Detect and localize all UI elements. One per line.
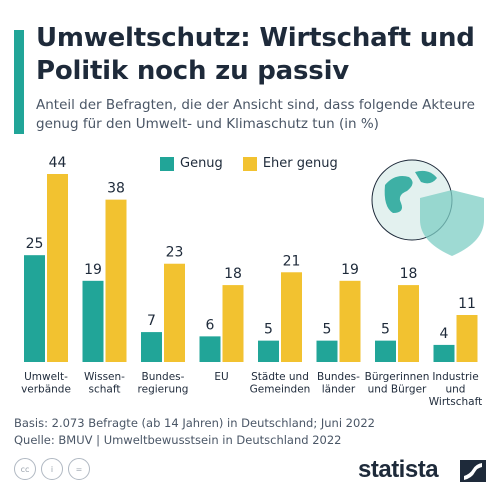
- title-accent-bar: [14, 30, 24, 134]
- bars-group: 25 44 19 38 7 23 6 18 5 21 5 19 5 18 4 11: [24, 155, 478, 362]
- attribution-icon: i: [41, 458, 63, 480]
- bar-value-label: 5: [323, 322, 332, 338]
- category-label-line: Wissen-: [84, 371, 125, 383]
- bar-genug: [433, 344, 455, 362]
- bar-genug: [141, 332, 162, 362]
- bar-value-label: 19: [84, 262, 102, 278]
- footer-basis: Basis: 2.073 Befragte (ab 14 Jahren) in …: [14, 416, 375, 430]
- category-label: Bundes-regierung: [138, 371, 189, 396]
- bar-genug: [258, 340, 279, 362]
- category-label: Bürgerinnen und Bürger: [365, 371, 430, 396]
- bar-eher-genug: [105, 199, 127, 362]
- bar-eher-genug: [456, 315, 478, 362]
- category-label-line: Industrie: [432, 371, 478, 383]
- category-label-line: Bürgerinnen: [365, 371, 430, 383]
- bar-eher-genug: [339, 280, 361, 362]
- bar-value-label: 38: [107, 181, 125, 197]
- category-label-line: Wirtschaft: [429, 396, 482, 408]
- license-icons: cc i =: [14, 458, 95, 480]
- category-label: Industrie und Wirtschaft: [429, 371, 482, 408]
- bar-value-label: 19: [341, 262, 359, 278]
- bar-chart: 25 44 19 38 7 23 6 18 5 21 5 19 5 18 4 11 Umwelt-verbän…: [21, 155, 484, 408]
- chart-title: Umweltschutz: Wirtschaft und Politik noc…: [36, 23, 475, 86]
- globe-land-shape: [384, 176, 413, 213]
- statista-mark-icon: [460, 460, 486, 482]
- bar-value-label: 18: [400, 266, 418, 282]
- cc-icon: cc: [14, 458, 36, 480]
- category-label: Umwelt-verbände: [21, 371, 71, 396]
- bar-value-label: 5: [381, 322, 390, 338]
- category-label-line: schaft: [89, 384, 121, 396]
- legend-label-genug: Genug: [180, 156, 223, 171]
- category-label-line: Städte und: [251, 371, 309, 383]
- legend-label-eher-genug: Eher genug: [262, 156, 338, 171]
- footer-source: Quelle: BMUV | Umweltbewusstsein in Deut…: [14, 433, 342, 447]
- bar-value-label: 6: [206, 317, 215, 333]
- category-label-line: und: [446, 384, 466, 396]
- category-label-line: und Bürger: [368, 384, 427, 396]
- legend: Genug Eher genug: [160, 156, 358, 171]
- legend-swatch-genug: [160, 156, 174, 171]
- bar-value-label: 21: [283, 253, 301, 269]
- bar-genug: [82, 280, 104, 362]
- category-label-line: Bundes-: [142, 371, 185, 383]
- category-label-line: Bundes-: [317, 371, 360, 383]
- bar-value-label: 5: [264, 322, 273, 338]
- category-label: Wissen-schaft: [84, 371, 125, 396]
- bar-value-label: 25: [26, 236, 44, 252]
- category-label-line: EU: [214, 371, 228, 383]
- bar-genug: [199, 336, 221, 362]
- shield-icon: [420, 190, 484, 256]
- bar-genug: [24, 255, 45, 362]
- bar-eher-genug: [222, 285, 244, 362]
- legend-swatch-eher-genug: [242, 156, 257, 171]
- category-label-line: Umwelt-: [24, 371, 68, 383]
- bar-value-label: 44: [49, 155, 67, 171]
- bar-eher-genug: [281, 272, 302, 362]
- category-label: Städte und Gemeinden: [250, 371, 311, 396]
- category-label-line: verbände: [21, 384, 71, 396]
- statista-logo: statista: [358, 456, 439, 483]
- bar-value-label: 11: [458, 296, 476, 312]
- category-label-line: länder: [322, 384, 356, 396]
- bar-genug: [316, 340, 338, 362]
- bar-eher-genug: [398, 285, 419, 362]
- category-labels-group: Umwelt-verbände Wissen-schaft Bundes-regie…: [21, 371, 482, 408]
- bar-value-label: 23: [166, 245, 184, 261]
- bar-genug: [375, 340, 396, 362]
- bar-eher-genug: [164, 263, 185, 362]
- category-label: Bundes-länder: [317, 371, 360, 396]
- bar-value-label: 7: [147, 313, 156, 329]
- category-label-line: Gemeinden: [250, 384, 311, 396]
- legend-item-eher-genug: Eher genug: [242, 156, 338, 171]
- legend-item-genug: Genug: [160, 156, 223, 171]
- globe-land-shape-2: [415, 170, 437, 184]
- bar-value-label: 18: [224, 266, 242, 282]
- bar-eher-genug: [47, 174, 68, 362]
- chart-subtitle: Anteil der Befragten, die der Ansicht si…: [36, 97, 475, 132]
- bar-value-label: 4: [440, 326, 449, 342]
- globe-illustration: [371, 159, 484, 256]
- category-label-line: regierung: [138, 384, 189, 396]
- category-label: EU: [214, 371, 228, 383]
- no-derivatives-icon: =: [68, 458, 90, 480]
